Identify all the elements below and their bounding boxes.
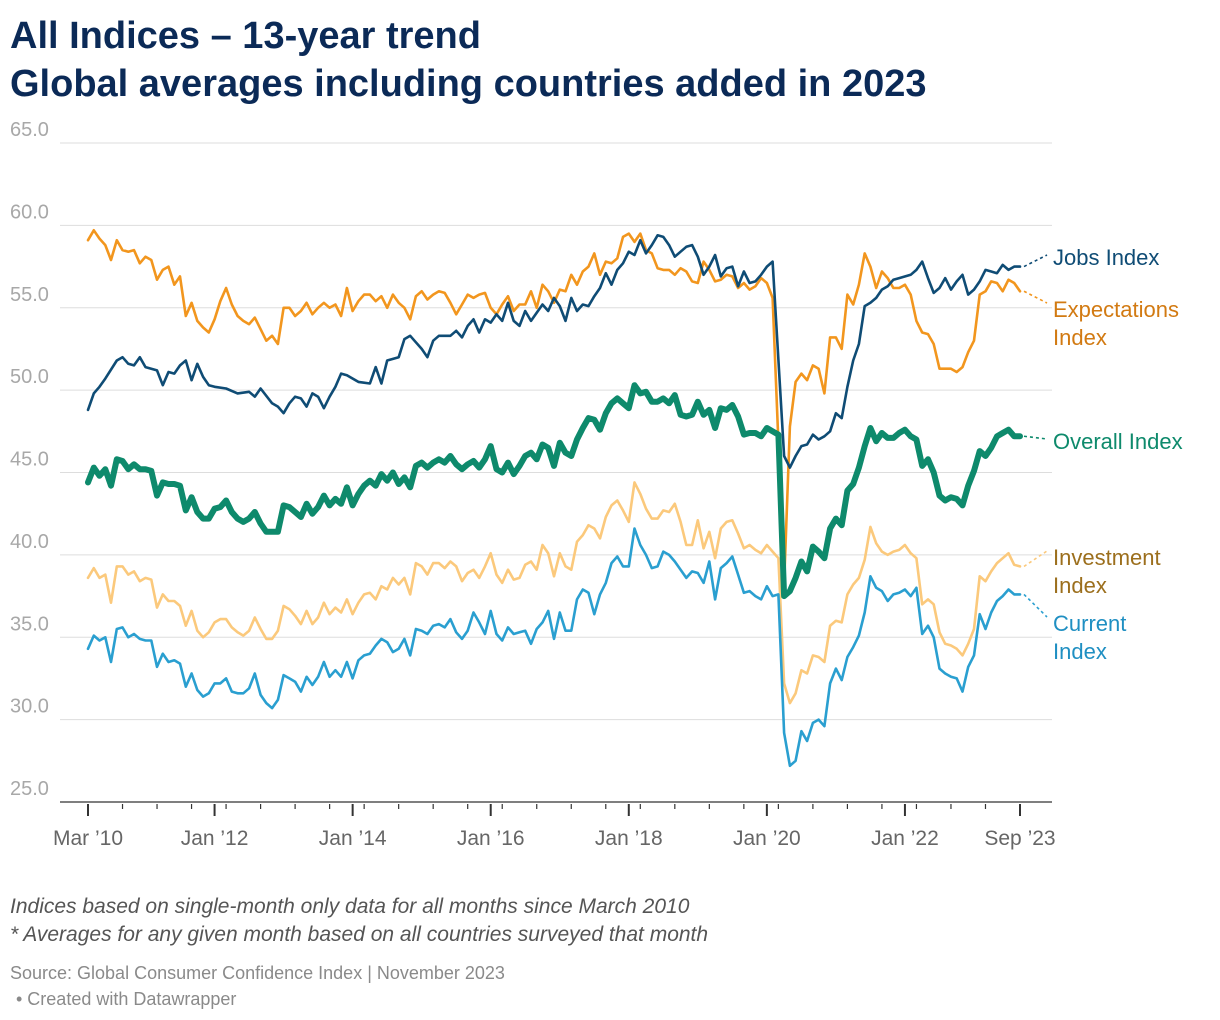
current-index-label-connector [1023, 593, 1048, 618]
jobs-index-label-line: Jobs Index [1053, 245, 1159, 270]
current-index-line [86, 527, 1022, 768]
x-tick-label: Sep ’23 [984, 827, 1055, 850]
y-tick-label: 65.0 [10, 119, 49, 141]
series-lines [85, 229, 1023, 768]
axes: 65.0 60.0 55.0 50.0 45.0 40.0 35.0 30.0 25.0 Mar … [10, 119, 1056, 850]
y-tick-label: 50.0 [10, 366, 49, 388]
chart-subtitle: Global averages including countries adde… [10, 63, 927, 105]
y-tick-label: 40.0 [10, 531, 49, 553]
x-tick-label: Jan ’22 [871, 827, 939, 850]
y-tick-label: 35.0 [10, 613, 49, 635]
y-tick-label: 25.0 [10, 778, 49, 800]
expectations-index-label-line: Expectations [1053, 297, 1179, 322]
x-tick-label: Jan ’20 [733, 827, 801, 850]
series-labels: Jobs Index Expectations Index Overall Index… [1023, 245, 1183, 664]
current-index-label-line: Index [1053, 639, 1107, 664]
current-index-label: Current Index [1053, 611, 1126, 664]
investment-index-label: Investment Index [1053, 545, 1161, 598]
chart-notes: Indices based on single-month only data … [10, 893, 708, 949]
jobs-index-label: Jobs Index [1053, 245, 1159, 270]
chart-title-line-1: All Indices – 13-year trend [10, 15, 481, 57]
y-tick-label: 30.0 [10, 696, 49, 718]
overall-index-label: Overall Index [1053, 429, 1183, 454]
overall-index-label-line: Overall Index [1053, 429, 1183, 454]
investment-index-label-line: Index [1053, 573, 1107, 598]
note-single-month: Indices based on single-month only data … [10, 895, 690, 918]
jobs-index-label-connector [1023, 254, 1048, 268]
x-tick-label: Jan ’18 [595, 827, 663, 850]
investment-index-label-line: Investment [1053, 545, 1161, 570]
y-tick-label: 60.0 [10, 201, 49, 223]
y-tick-label: 55.0 [10, 284, 49, 306]
overall-index-label-connector [1023, 435, 1048, 440]
investment-index-line [86, 481, 1022, 705]
y-tick-label: 45.0 [10, 449, 49, 471]
gridlines [60, 142, 1052, 803]
chart-title: All Indices – 13-year trend Global avera… [10, 12, 927, 108]
overall-index-line [85, 382, 1023, 600]
datawrapper-credit: • Created with Datawrapper [16, 989, 237, 1009]
line-chart: 65.0 60.0 55.0 50.0 45.0 40.0 35.0 30.0 25.0 Mar … [10, 119, 1183, 850]
investment-index-label-connector [1023, 550, 1048, 568]
x-tick-label: Jan ’14 [319, 827, 387, 850]
x-tick-label: Jan ’12 [181, 827, 249, 850]
note-averages: * Averages for any given month based on … [10, 923, 709, 946]
jobs-index-line [86, 234, 1022, 469]
current-index-label-line: Current [1053, 611, 1126, 636]
source-text: Source: Global Consumer Confidence Index… [10, 963, 505, 983]
expectations-index-label: Expectations Index [1053, 297, 1179, 350]
expectations-index-label-connector [1023, 290, 1048, 304]
expectations-index-line [86, 229, 1022, 586]
x-tick-label: Mar ’10 [53, 827, 123, 850]
chart-source: Source: Global Consumer Confidence Index… [10, 960, 505, 1012]
expectations-index-label-line: Index [1053, 325, 1107, 350]
x-tick-label: Jan ’16 [457, 827, 525, 850]
